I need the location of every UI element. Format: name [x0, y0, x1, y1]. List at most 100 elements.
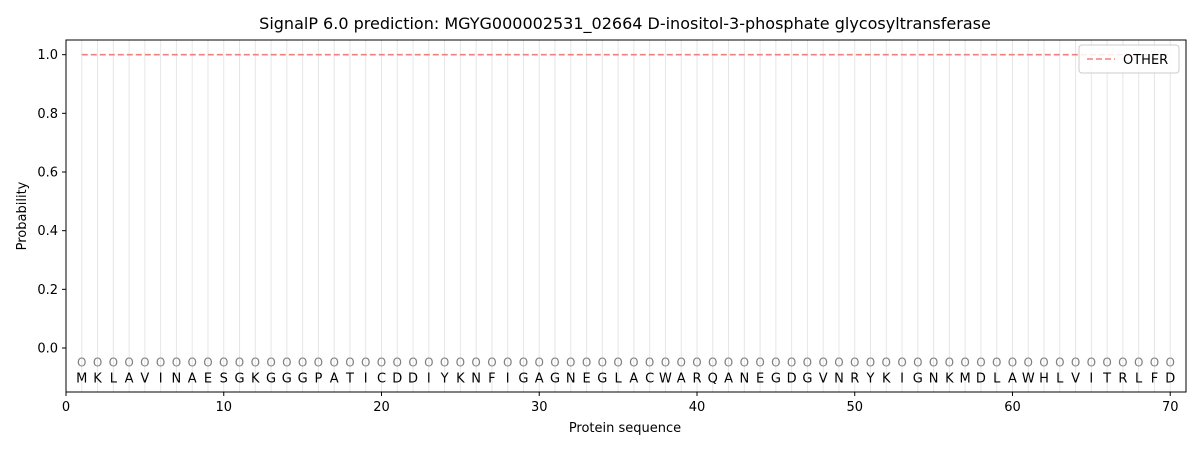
residue-label-42: A: [724, 371, 733, 386]
residue-label-15: G: [298, 371, 308, 386]
region-marker-55: O: [929, 356, 938, 370]
region-marker-51: O: [866, 356, 875, 370]
residue-label-67: R: [1118, 371, 1127, 386]
residue-label-26: N: [471, 371, 481, 386]
region-marker-34: O: [598, 356, 607, 370]
grid-lines: [81, 40, 1171, 392]
region-marker-13: O: [266, 356, 275, 370]
residue-label-63: L: [1056, 371, 1064, 386]
residue-label-4: A: [125, 371, 134, 386]
region-marker-27: O: [487, 356, 496, 370]
residue-label-8: A: [188, 371, 197, 386]
y-tick-label-2: 0.4: [37, 224, 58, 239]
region-marker-49: O: [834, 356, 843, 370]
region-marker-29: O: [519, 356, 528, 370]
residue-label-7: N: [172, 371, 182, 386]
region-marker-12: O: [251, 356, 260, 370]
x-axis-ticks: 0 10 20 30 40 50 60 70: [62, 392, 1178, 415]
region-marker-11: O: [235, 356, 244, 370]
residue-label-48: V: [819, 371, 828, 386]
residue-label-53: I: [900, 371, 904, 386]
region-marker-4: O: [124, 356, 133, 370]
residue-label-51: Y: [866, 371, 875, 386]
region-marker-33: O: [582, 356, 591, 370]
residue-label-30: A: [535, 371, 544, 386]
residue-label-59: L: [993, 371, 1001, 386]
region-marker-16: O: [314, 356, 323, 370]
region-marker-65: O: [1087, 356, 1096, 370]
region-marker-7: O: [172, 356, 181, 370]
region-marker-53: O: [897, 356, 906, 370]
region-marker-31: O: [550, 356, 559, 370]
region-marker-58: O: [976, 356, 985, 370]
legend-label-other: OTHER: [1123, 53, 1168, 68]
residue-label-21: D: [392, 371, 402, 386]
residue-label-60: A: [1008, 371, 1017, 386]
region-marker-66: O: [1102, 356, 1111, 370]
x-tick-label-50: 50: [846, 400, 863, 415]
x-tick-label-40: 40: [689, 400, 706, 415]
residue-label-23: I: [427, 371, 431, 386]
residue-label-40: R: [692, 371, 701, 386]
region-marker-32: O: [566, 356, 575, 370]
region-marker-28: O: [503, 356, 512, 370]
legend: OTHER: [1078, 44, 1180, 74]
region-marker-50: O: [850, 356, 859, 370]
residue-label-50: R: [850, 371, 859, 386]
region-marker-40: O: [692, 356, 701, 370]
x-tick-label-10: 10: [215, 400, 232, 415]
residue-label-49: N: [834, 371, 844, 386]
residue-label-55: N: [929, 371, 939, 386]
residue-label-2: K: [93, 371, 102, 386]
residue-label-9: E: [204, 371, 212, 386]
region-marker-47: O: [803, 356, 812, 370]
region-marker-70: O: [1165, 356, 1174, 370]
region-marker-23: O: [424, 356, 433, 370]
region-marker-39: O: [676, 356, 685, 370]
residue-label-43: N: [739, 371, 749, 386]
region-marker-42: O: [724, 356, 733, 370]
residue-label-16: P: [314, 371, 322, 386]
region-marker-36: O: [629, 356, 638, 370]
region-marker-10: O: [219, 356, 228, 370]
residue-label-25: K: [456, 371, 465, 386]
region-marker-37: O: [645, 356, 654, 370]
region-marker-1: O: [77, 356, 86, 370]
region-marker-9: O: [203, 356, 212, 370]
region-marker-35: O: [613, 356, 622, 370]
region-marker-54: O: [913, 356, 922, 370]
residue-label-24: Y: [440, 371, 449, 386]
region-marker-18: O: [345, 356, 354, 370]
y-tick-label-4: 0.8: [37, 107, 58, 122]
region-marker-45: O: [771, 356, 780, 370]
residue-label-58: D: [976, 371, 986, 386]
region-marker-26: O: [471, 356, 480, 370]
y-tick-label-0: 0.0: [37, 342, 58, 357]
y-tick-label-1: 0.2: [37, 283, 58, 298]
region-marker-22: O: [408, 356, 417, 370]
residue-label-45: G: [771, 371, 781, 386]
region-marker-60: O: [1008, 356, 1017, 370]
residue-label-65: I: [1089, 371, 1093, 386]
residue-label-11: G: [234, 371, 244, 386]
region-marker-64: O: [1071, 356, 1080, 370]
region-marker-43: O: [740, 356, 749, 370]
residue-label-1: M: [76, 371, 87, 386]
residue-label-22: D: [408, 371, 418, 386]
region-marker-38: O: [661, 356, 670, 370]
region-marker-67: O: [1118, 356, 1127, 370]
region-marker-69: O: [1150, 356, 1159, 370]
region-marker-8: O: [187, 356, 196, 370]
residue-label-34: G: [597, 371, 607, 386]
residue-label-13: G: [266, 371, 276, 386]
residue-label-27: F: [488, 371, 495, 386]
region-marker-52: O: [882, 356, 891, 370]
x-tick-label-0: 0: [62, 400, 70, 415]
residue-label-46: D: [787, 371, 797, 386]
residue-label-10: S: [220, 371, 228, 386]
y-axis-ticks: 0.0 0.2 0.4 0.6 0.8 1.0: [37, 48, 66, 357]
region-marker-24: O: [440, 356, 449, 370]
x-axis-label: Protein sequence: [569, 421, 681, 436]
